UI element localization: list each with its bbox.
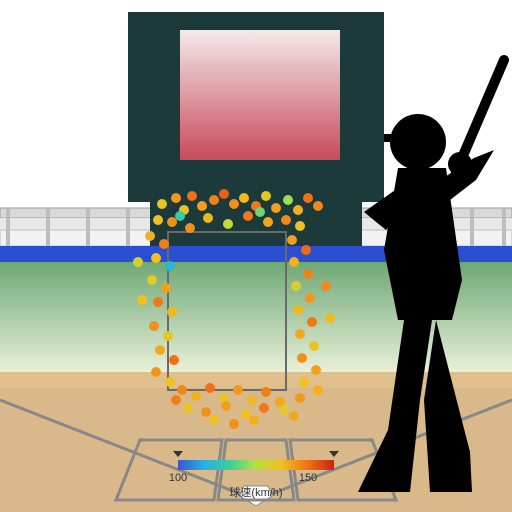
- colorbar-tick: 100: [169, 472, 187, 484]
- colorbar-label: 球速(km/h): [178, 484, 334, 500]
- colorbar: [178, 460, 334, 470]
- colorbar-tick: 150: [299, 472, 317, 484]
- stadium-background: [0, 0, 512, 512]
- chart-canvas: 100 150 球速(km/h): [0, 0, 512, 512]
